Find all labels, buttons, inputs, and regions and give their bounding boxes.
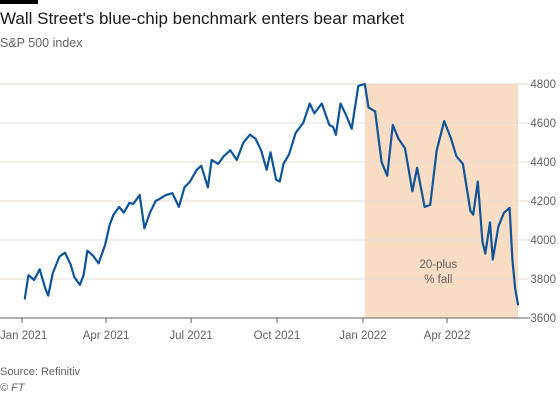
x-tick-label: Apr 2021 (83, 330, 130, 342)
y-tick-label: 4400 (530, 157, 556, 169)
x-tick-label: Oct 2021 (254, 330, 301, 342)
x-tick-label: Jul 2021 (169, 330, 212, 342)
source-note: Source: Refinitiv (0, 366, 81, 378)
series-line-layer (23, 82, 520, 306)
y-tick-label: 4800 (530, 79, 556, 91)
header-accent-bar (0, 0, 38, 4)
y-tick-label: 3600 (530, 313, 556, 325)
y-tick-label: 4000 (530, 235, 556, 247)
y-tick-label: 3800 (530, 274, 556, 286)
annotation-text: % fall (424, 274, 452, 286)
y-tick-label: 4600 (530, 118, 556, 130)
x-tick-label: Jan 2022 (339, 330, 386, 342)
y-tick-labels-layer: 3600 3800 4000 4200 4400 4600 4800 (530, 79, 556, 325)
chart-subtitle: S&P 500 index (0, 36, 83, 50)
x-tick-label: Jan 2021 (0, 330, 47, 342)
annotation-layer: 20-plus % fall (419, 259, 457, 286)
y-tick-label: 4200 (530, 196, 556, 208)
x-tick-label: Apr 2022 (424, 330, 471, 342)
copyright-note: © FT (0, 382, 25, 394)
annotation-text: 20-plus (419, 259, 457, 271)
sp500-series-line (23, 82, 520, 306)
chart-title: Wall Street's blue-chip benchmark enters… (0, 9, 405, 28)
x-ticks-layer: Jan 2021 Apr 2021 Jul 2021 Oct 2021 Jan 2022… (0, 317, 530, 342)
